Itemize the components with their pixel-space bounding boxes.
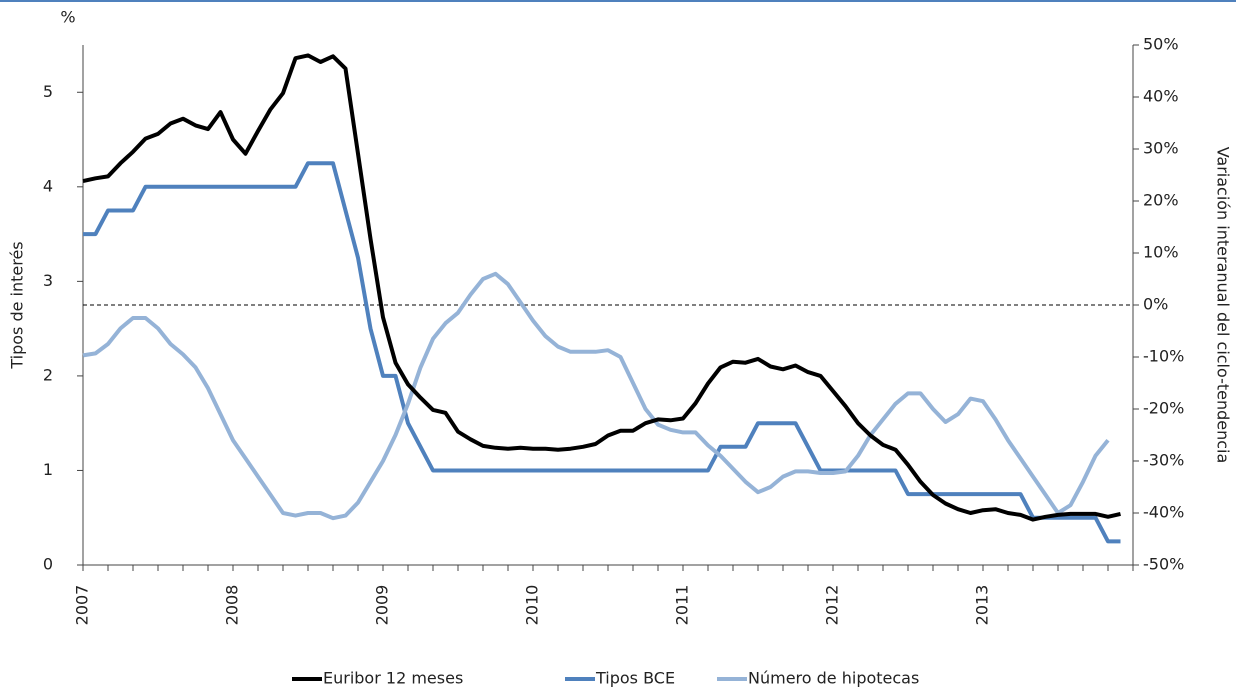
y-tick-label: 0 <box>43 555 53 574</box>
y2-tick-label: 0% <box>1143 295 1168 314</box>
y2-tick-label: 10% <box>1143 243 1179 262</box>
y2-tick-label: 40% <box>1143 87 1179 106</box>
y2-tick-label: -50% <box>1143 555 1184 574</box>
y2-tick-label: 20% <box>1143 191 1179 210</box>
x-tick-label: 2008 <box>223 585 242 626</box>
series-line <box>82 271 1110 521</box>
y2-tick-label: 50% <box>1143 35 1179 54</box>
x-tick-label: 2012 <box>823 585 842 626</box>
y-axis-label: Tipos de interés <box>8 241 27 369</box>
y2-tick-label: -20% <box>1143 399 1184 418</box>
y2-tick-label: 30% <box>1143 139 1179 158</box>
legend-label: Euribor 12 meses <box>323 669 463 688</box>
x-tick-label: 2007 <box>73 585 92 626</box>
series-line <box>83 161 1121 544</box>
x-tick-label: 2009 <box>373 585 392 626</box>
x-tick-label: 2013 <box>973 585 992 626</box>
y-tick-label: 2 <box>43 365 53 384</box>
legend-label: Número de hipotecas <box>748 669 919 688</box>
y-tick-label: 3 <box>43 271 53 290</box>
x-tick-label: 2011 <box>673 585 692 626</box>
y2-tick-label: -30% <box>1143 451 1184 470</box>
y-tick-label: 1 <box>43 460 53 479</box>
legend-label: Tipos BCE <box>595 669 675 688</box>
series-line <box>82 53 1121 522</box>
y2-tick-label: -10% <box>1143 347 1184 366</box>
y2-axis-label: Variación interanual del ciclo-tendencia <box>1214 147 1233 464</box>
x-tick-label: 2010 <box>523 585 542 626</box>
y-tick-label: 4 <box>43 176 53 195</box>
y-tick-label: 5 <box>43 82 53 101</box>
y-unit: % <box>60 8 75 27</box>
y2-tick-label: -40% <box>1143 503 1184 522</box>
